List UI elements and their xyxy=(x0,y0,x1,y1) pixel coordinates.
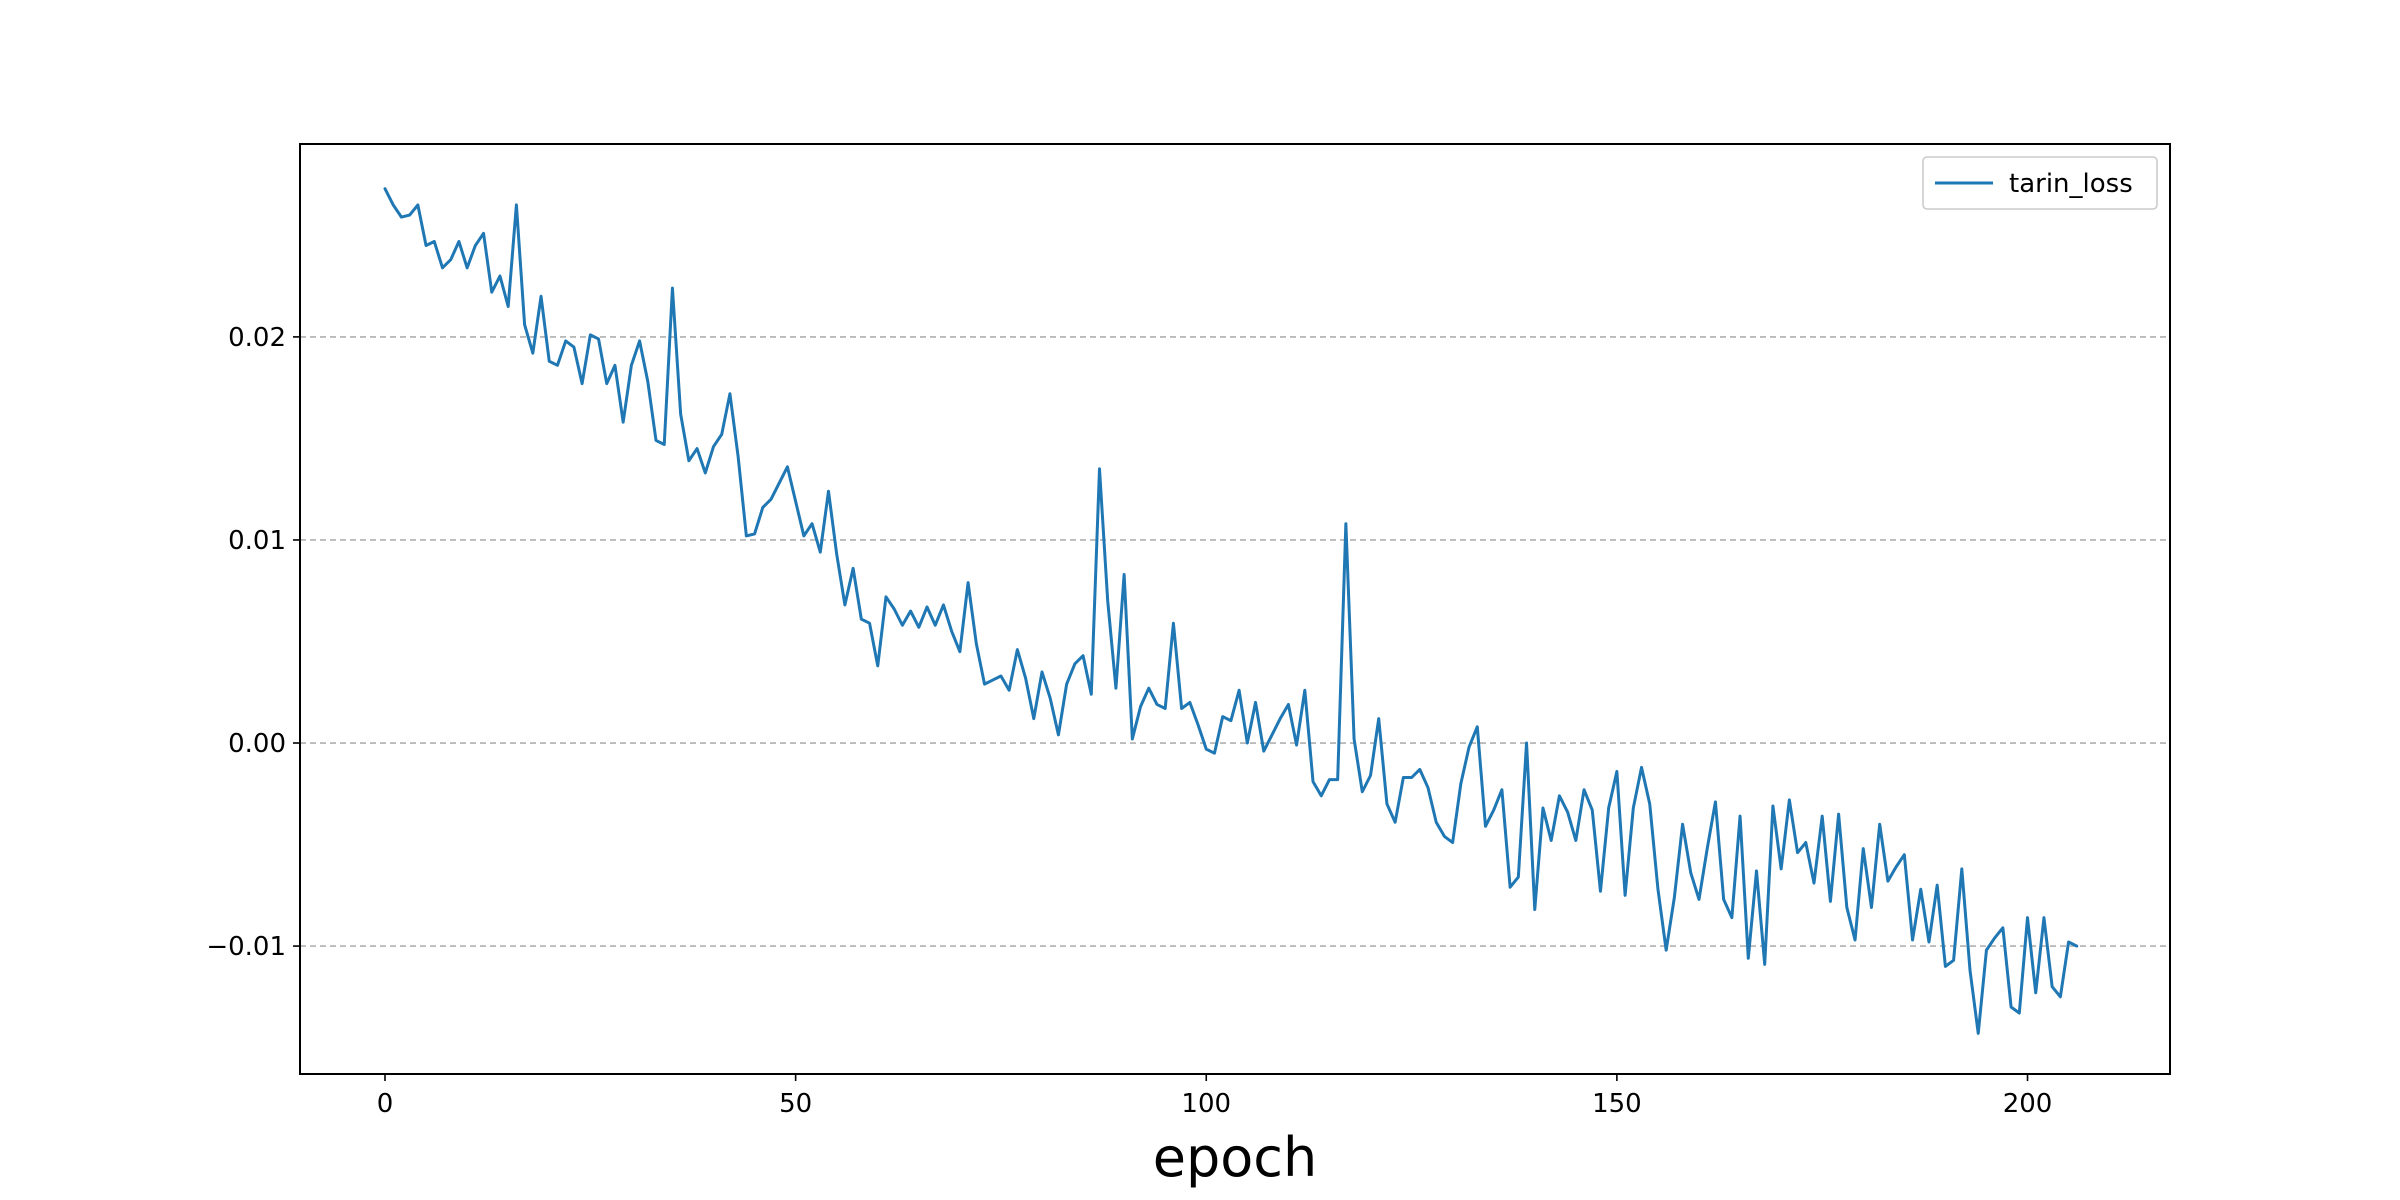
legend: tarin_loss xyxy=(1922,156,2158,210)
y-axis: −0.01 0.00 0.01 0.02 xyxy=(206,323,300,962)
y-tick-label: 0.00 xyxy=(228,729,286,759)
x-axis-label: epoch xyxy=(1153,1126,1317,1189)
legend-label: tarin_loss xyxy=(2009,169,2133,199)
x-tick-label: 0 xyxy=(377,1089,394,1119)
legend-box xyxy=(1922,156,2158,210)
gridlines xyxy=(300,336,2170,947)
plot-frame xyxy=(299,143,2171,1075)
x-axis: 0 50 100 150 200 xyxy=(377,1074,2053,1119)
x-tick-label: 100 xyxy=(1181,1089,1231,1119)
y-tick-label: 0.01 xyxy=(228,526,286,556)
x-tick-label: 150 xyxy=(1592,1089,1642,1119)
y-tick-label: 0.02 xyxy=(228,323,286,353)
series-line-tarin-loss xyxy=(383,187,2079,1035)
y-tick-label: −0.01 xyxy=(206,932,286,962)
x-tick-label: 50 xyxy=(779,1089,812,1119)
plot-lines xyxy=(383,187,2079,1035)
x-tick-label: 200 xyxy=(2003,1089,2053,1119)
